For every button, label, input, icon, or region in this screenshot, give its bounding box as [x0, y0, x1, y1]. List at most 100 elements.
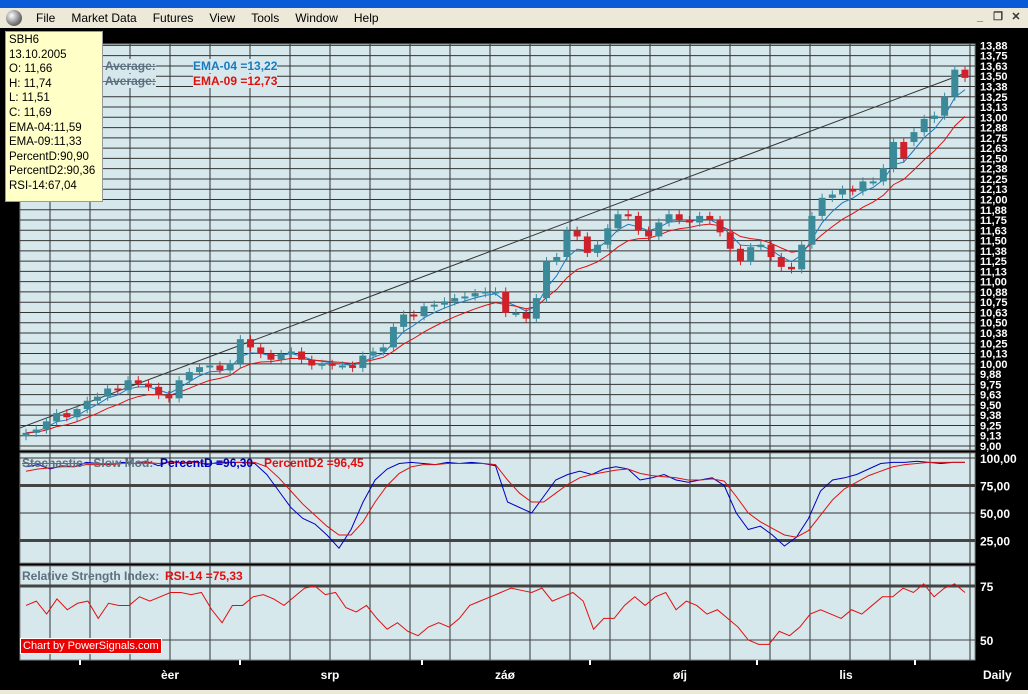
candle-body: [655, 222, 663, 237]
time-label: záø: [495, 668, 516, 682]
candle-body: [818, 197, 826, 216]
panel-0: [19, 43, 976, 451]
candle-body: [777, 257, 785, 267]
candle-body: [32, 429, 40, 433]
menu-file[interactable]: File: [36, 11, 56, 25]
info-percentd: PercentD:90,90: [9, 150, 89, 163]
info-ema9: EMA-09:11,33: [9, 136, 82, 149]
candle-body: [645, 230, 653, 237]
price-tick-label: 13,38: [980, 81, 1008, 93]
rsi-tick-label: 50: [980, 634, 994, 648]
candle-body: [553, 257, 561, 262]
info-date: 13.10.2005: [9, 48, 67, 61]
percentd-line: [25, 460, 965, 550]
price-tick-label: 13,88: [980, 40, 1008, 52]
candle-body: [910, 132, 918, 142]
price-tick-label: 10,88: [980, 287, 1008, 299]
candle-body: [532, 298, 540, 319]
candle-body: [798, 244, 806, 270]
candle-body: [583, 236, 591, 253]
panel-2: [19, 565, 976, 661]
candle-body: [920, 118, 928, 133]
data-tooltip: SBH6 13.10.2005 O: 11,66 H: 11,74 L: 11,…: [5, 31, 103, 202]
candle-body: [349, 365, 357, 368]
ema4-legend: EMA-04 =13,22: [193, 59, 278, 73]
candle-body: [665, 214, 673, 223]
candle-body: [594, 244, 602, 253]
candle-body: [104, 388, 112, 397]
ema9-legend: EMA-09 =12,73: [193, 74, 278, 88]
candle-body: [379, 347, 387, 352]
price-tick-label: 11,38: [980, 246, 1007, 258]
candle-body: [961, 69, 969, 78]
candle-body: [42, 421, 50, 430]
candle-body: [951, 69, 959, 97]
close-button[interactable]: ✕: [1011, 11, 1021, 23]
menu-market-data[interactable]: Market Data: [71, 11, 137, 25]
price-tick-label: 10,13: [980, 349, 1008, 361]
menu-bar: File Market Data Futures View Tools Wind…: [0, 8, 1028, 28]
price-tick-label: 12,75: [980, 133, 1008, 145]
price-tick-label: 9,88: [980, 369, 1001, 381]
stoch-tick-label: 25,00: [980, 535, 1010, 549]
price-tick-label: 11,13: [980, 266, 1007, 278]
candle-body: [144, 383, 152, 387]
candle-body: [53, 413, 61, 422]
minimize-button[interactable]: _: [976, 11, 984, 23]
candle-body: [196, 367, 204, 373]
time-label: èer: [161, 668, 179, 682]
app-globe-icon[interactable]: [6, 10, 22, 26]
price-tick-label: 9,13: [980, 431, 1001, 443]
price-tick-label: 10,50: [980, 318, 1008, 330]
price-tick-label: 10,25: [980, 338, 1008, 350]
price-tick-label: 10,38: [980, 328, 1008, 340]
percentd2-legend: PercentD2 =96,45: [264, 456, 364, 470]
menu-tools[interactable]: Tools: [251, 11, 280, 25]
price-tick-label: 9,00: [980, 441, 1001, 453]
price-tick-label: 11,00: [980, 277, 1007, 289]
price-tick-label: 12,50: [980, 153, 1008, 165]
menu-help[interactable]: Help: [353, 11, 379, 25]
price-tick-label: 13,63: [980, 61, 1008, 73]
price-tick-label: 9,63: [980, 390, 1001, 402]
candle-body: [502, 291, 510, 313]
percentd2-line: [25, 461, 965, 538]
price-tick-label: 12,88: [980, 123, 1008, 135]
candle-body: [73, 409, 81, 418]
candle-body: [890, 141, 898, 169]
title-bar: [0, 0, 1028, 8]
candle-body: [808, 215, 816, 245]
price-tick-label: 13,25: [980, 92, 1008, 104]
candle-body: [849, 189, 857, 192]
candle-body: [93, 396, 101, 401]
candle-body: [400, 314, 408, 327]
menu-window[interactable]: Window: [295, 11, 338, 25]
candle-body: [257, 347, 265, 354]
menu-futures[interactable]: Futures: [152, 11, 194, 25]
candle-body: [216, 365, 224, 371]
restore-button[interactable]: ❐: [993, 11, 1003, 23]
candle-body: [869, 181, 877, 184]
price-tick-label: 9,50: [980, 400, 1001, 412]
candle-body: [63, 413, 71, 418]
price-tick-label: 9,25: [980, 420, 1001, 432]
price-tick-label: 11,75: [980, 215, 1007, 227]
candle-body: [767, 244, 775, 258]
candle-body: [512, 312, 520, 315]
menu-view[interactable]: View: [209, 11, 236, 25]
price-tick-label: 13,50: [980, 71, 1008, 83]
info-high: H: 11,74: [9, 77, 52, 90]
candle-body: [481, 291, 489, 294]
credit-badge[interactable]: Chart by PowerSignals.com: [20, 638, 162, 654]
price-tick-label: 10,63: [980, 307, 1008, 319]
candle-body: [471, 293, 479, 297]
candle-body: [124, 380, 132, 391]
candle-body: [757, 244, 765, 248]
candle-body: [747, 247, 755, 262]
candle-body: [308, 359, 316, 366]
candle-body: [298, 351, 306, 360]
candle-body: [930, 115, 938, 119]
candle-body: [328, 363, 336, 366]
candle-body: [522, 312, 530, 319]
